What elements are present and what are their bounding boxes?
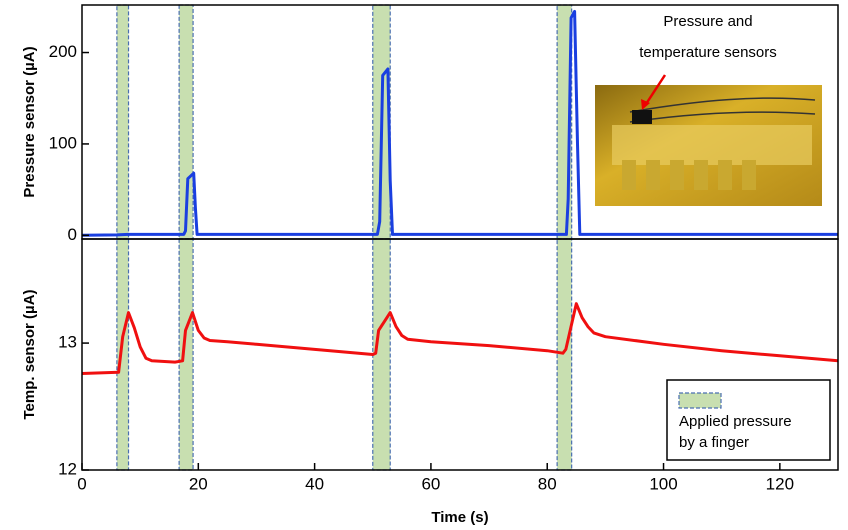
inset-photo	[595, 74, 822, 206]
y-tick-label: 12	[58, 459, 77, 478]
plot-area	[82, 302, 838, 375]
x-tick-label: 120	[766, 474, 794, 493]
x-tick-label: 40	[305, 474, 324, 493]
legend-label: Applied pressure	[679, 413, 792, 430]
data-line	[82, 9, 838, 237]
legend-label: by a finger	[679, 434, 749, 451]
data-line	[82, 302, 838, 375]
legend-swatch	[678, 392, 722, 409]
plot-frame	[81, 238, 839, 471]
y-axis-label: Pressure sensor (µA)	[21, 46, 38, 197]
shaded-region	[178, 238, 194, 471]
x-tick-label: 20	[189, 474, 208, 493]
x-tick-label: 80	[538, 474, 557, 493]
x-tick-label: 60	[421, 474, 440, 493]
plot-area	[82, 9, 838, 237]
y-axis-label: Temp. sensor (µA)	[21, 289, 38, 419]
annotation: Pressure and	[663, 13, 752, 30]
y-tick-label: 100	[49, 133, 77, 152]
y-tick-label: 13	[58, 333, 77, 352]
x-tick-label: 100	[649, 474, 677, 493]
shaded-region	[556, 238, 573, 471]
shaded-region	[116, 238, 130, 471]
x-axis-label: Time (s)	[431, 509, 488, 526]
x-tick-label: 0	[77, 474, 86, 493]
shaded-region	[116, 4, 130, 240]
y-tick-label: 200	[49, 42, 77, 61]
y-tick-label: 0	[68, 225, 77, 244]
annotation: temperature sensors	[639, 44, 777, 61]
